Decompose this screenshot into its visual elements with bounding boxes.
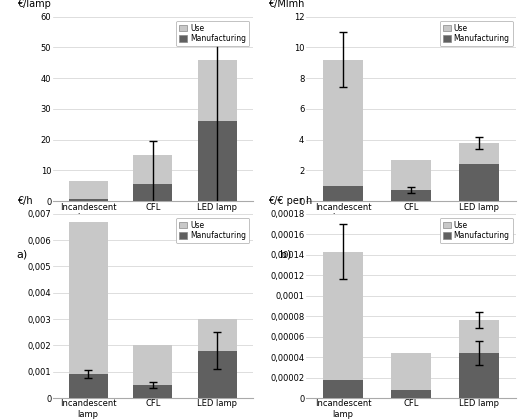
Bar [133, 184, 172, 201]
Text: €/Mlmh: €/Mlmh [268, 0, 304, 9]
Bar [458, 353, 500, 398]
Bar [391, 390, 432, 398]
Bar [69, 199, 108, 201]
Text: €/lamp: €/lamp [17, 0, 51, 9]
Bar [133, 155, 172, 201]
Text: €/h: €/h [17, 197, 32, 206]
Bar [69, 374, 108, 398]
Bar [69, 222, 108, 398]
Bar [133, 345, 172, 398]
Bar [323, 60, 364, 201]
Bar [323, 380, 364, 398]
Legend: Use, Manufacturing: Use, Manufacturing [177, 21, 249, 46]
Legend: Use, Manufacturing: Use, Manufacturing [177, 217, 249, 243]
Text: €/€ per h: €/€ per h [268, 197, 312, 206]
Bar [198, 351, 237, 398]
Legend: Use, Manufacturing: Use, Manufacturing [440, 217, 513, 243]
Bar [198, 319, 237, 398]
Bar [323, 186, 364, 201]
Legend: Use, Manufacturing: Use, Manufacturing [440, 21, 513, 46]
Bar [198, 60, 237, 201]
Bar [458, 164, 500, 201]
Bar [458, 143, 500, 201]
Bar [198, 121, 237, 201]
Bar [323, 251, 364, 398]
Bar [458, 320, 500, 398]
Text: b): b) [280, 249, 292, 259]
Bar [391, 160, 432, 201]
Bar [133, 385, 172, 398]
Bar [391, 353, 432, 398]
Bar [69, 181, 108, 201]
Bar [391, 190, 432, 201]
Text: a): a) [17, 249, 28, 259]
